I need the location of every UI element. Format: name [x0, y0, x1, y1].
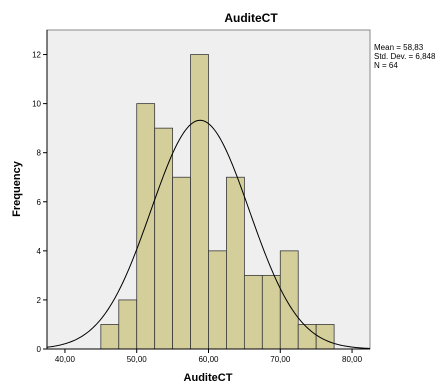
x-axis-label: AuditeCT: [184, 372, 233, 384]
x-tick-label: 60,00: [198, 355, 219, 364]
x-ticks: 40,00 50,00 60,00 70,00 80,00: [55, 349, 363, 364]
histogram-bar: [261, 274, 281, 350]
y-tick-label: 12: [32, 51, 41, 60]
histogram-bar: [118, 299, 138, 350]
stats-std-dev: Std. Dev. = 6,848: [374, 52, 436, 61]
y-tick-label: 8: [37, 149, 42, 158]
y-ticks: 0 2 4 6 8 10 12: [32, 51, 47, 354]
x-tick-label: 70,00: [270, 355, 291, 364]
x-tick-label: 40,00: [55, 355, 76, 364]
x-tick-label: 80,00: [342, 355, 363, 364]
chart-title: AuditeCT: [224, 11, 278, 25]
stats-box: Mean = 58,83 Std. Dev. = 6,848 N = 64: [374, 43, 436, 70]
histogram-bar: [172, 176, 191, 350]
y-tick-label: 10: [32, 100, 41, 109]
histogram-bar: [190, 54, 209, 350]
bars-group: [100, 54, 335, 350]
normal-curve: [46, 119, 371, 349]
histogram-bar: [154, 127, 174, 350]
stats-mean: Mean = 58,83: [374, 43, 424, 52]
x-tick-label: 50,00: [127, 355, 148, 364]
histogram-bar: [243, 274, 263, 350]
stats-n: N = 64: [374, 61, 398, 70]
y-tick-label: 2: [37, 296, 42, 305]
histogram-bar: [100, 324, 120, 350]
y-tick-label: 0: [37, 345, 42, 354]
histogram-bar: [279, 250, 299, 350]
y-tick-label: 4: [37, 247, 42, 256]
histogram-bar: [226, 176, 245, 350]
y-axis-label: Frequency: [11, 160, 23, 217]
histogram-bar: [208, 250, 227, 350]
y-tick-label: 6: [37, 198, 42, 207]
